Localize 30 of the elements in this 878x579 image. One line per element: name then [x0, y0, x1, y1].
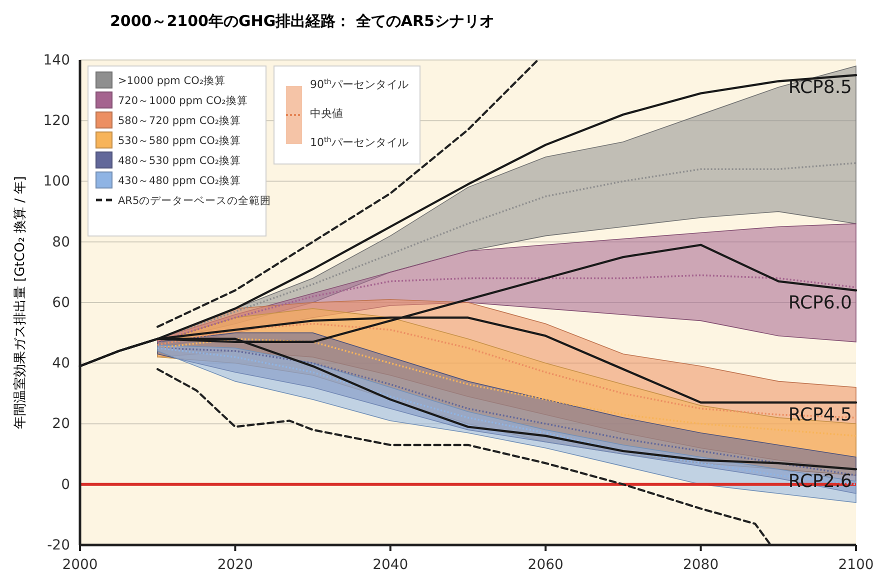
- legend-label: 480～530 ppm CO₂換算: [118, 155, 242, 167]
- annotation: 中央値: [310, 107, 343, 120]
- series-label: RCP6.0: [788, 292, 852, 314]
- y-tick-label: 80: [52, 234, 70, 250]
- x-tick-label: 2080: [682, 556, 719, 573]
- annotation: 10$^{th}$パーセンタイル: [310, 134, 408, 149]
- series-label: RCP8.5: [788, 77, 852, 98]
- legend-label: AR5のデーターベースの全範囲: [118, 195, 272, 207]
- annotation: 90$^{th}$パーセンタイル: [310, 76, 408, 91]
- legend-label: 720～1000 ppm CO₂換算: [118, 95, 248, 107]
- y-tick-label: -20: [47, 537, 70, 554]
- series-label: RCP4.5: [788, 404, 852, 426]
- y-tick-label: 0: [61, 476, 70, 493]
- x-tick-label: 2060: [528, 556, 564, 573]
- x-tick-label: 2020: [217, 556, 254, 573]
- y-tick-label: 20: [52, 416, 70, 432]
- legend-label: >1000 ppm CO₂換算: [118, 75, 226, 87]
- y-axis-title: 年間温室効果ガス排出量 [GtCO₂ 換算 / 年]: [12, 176, 28, 429]
- y-tick-label: 60: [52, 294, 70, 311]
- legend-label: 430～480 ppm CO₂換算: [118, 175, 242, 187]
- legend-label: 580～720 ppm CO₂換算: [118, 115, 242, 127]
- legend-label: 530～580 ppm CO₂換算: [118, 135, 242, 147]
- y-tick-label: 100: [43, 174, 70, 190]
- x-tick-label: 2000: [62, 556, 98, 573]
- x-tick-label: 2100: [838, 556, 874, 573]
- y-tick-label: 120: [43, 113, 70, 130]
- x-tick-label: 2040: [372, 556, 408, 573]
- y-tick-label: 140: [43, 52, 70, 68]
- chart-title: 2000～2100年のGHG排出経路： 全てのAR5シナリオ: [110, 12, 494, 30]
- y-tick-label: 40: [52, 356, 70, 372]
